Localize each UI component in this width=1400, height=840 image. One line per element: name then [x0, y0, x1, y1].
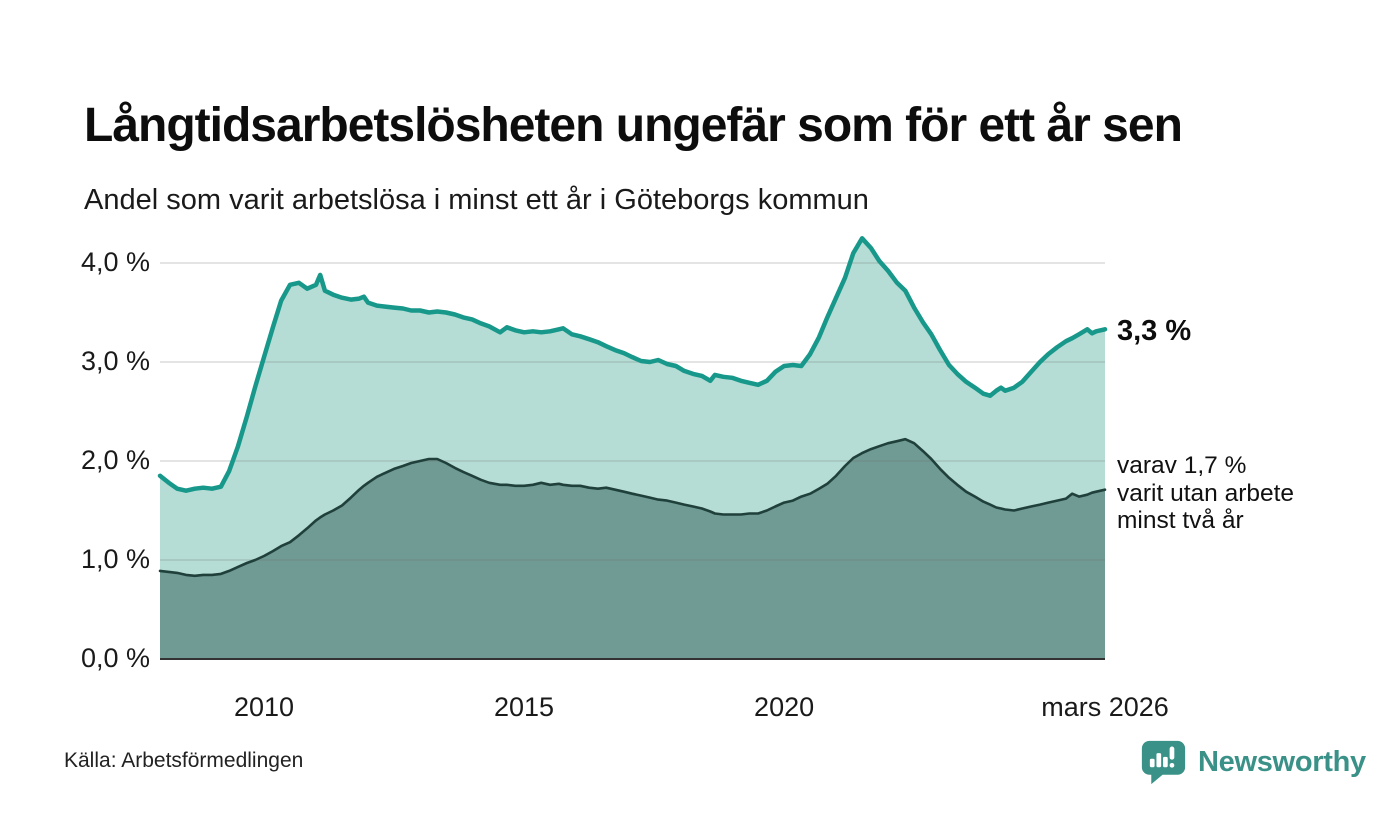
newsworthy-bubble-chart-icon [1141, 740, 1186, 785]
y-tick-label: 3,0 % [80, 346, 150, 376]
x-tick-label: 2020 [754, 692, 815, 722]
x-tick-label: mars 2026 [1041, 692, 1169, 722]
y-tick-label: 2,0 % [80, 445, 150, 475]
line-min-two-years [158, 437, 1107, 578]
latest-value-label: 3,3 % [1117, 315, 1192, 347]
newsworthy-wordmark: Newsworthy [1198, 746, 1366, 778]
y-tick-label: 0,0 % [80, 643, 150, 673]
y-tick-label: 1,0 % [80, 544, 150, 574]
area-min-two-years [160, 439, 1105, 659]
annotation-line: varit utan arbete [1117, 479, 1295, 507]
chart-title: Långtidsarbetslösheten ungefär som för e… [84, 99, 1183, 153]
newsworthy-logo: Newsworthy [1140, 739, 1366, 786]
two-year-annotation: varav 1,7 % varit utan arbete minst två … [1117, 452, 1294, 535]
x-tick-label: 2015 [494, 692, 555, 722]
annotation-line: minst två år [1117, 507, 1244, 534]
x-tick-label: 2010 [233, 692, 295, 722]
source-note: Källa: Arbetsförmedlingen [64, 749, 304, 772]
line-min-one-year [157, 236, 1108, 493]
annotation-line: varav 1,7 % [1117, 452, 1247, 479]
unemployment-area-chart [157, 236, 1108, 660]
chart-subtitle: Andel som varit arbetslösa i minst ett å… [84, 184, 869, 216]
y-tick-label: 4,0 % [80, 247, 150, 277]
